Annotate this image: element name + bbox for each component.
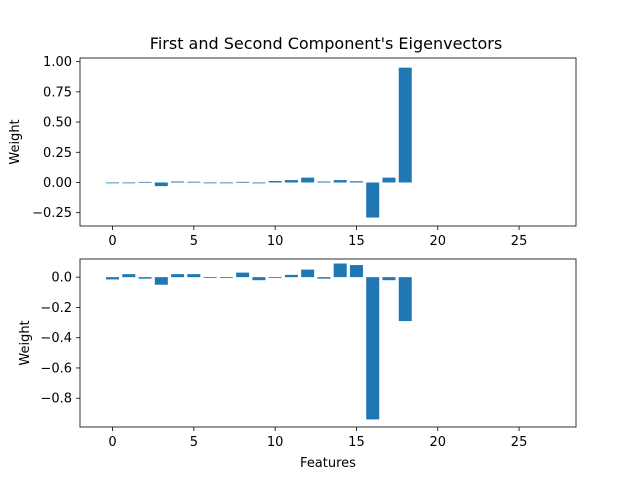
bar-feature-9	[252, 182, 266, 184]
bar-feature-4	[171, 181, 185, 183]
bottom-x-ticks: 0 5 10 15 20 25	[108, 427, 527, 450]
bar-feature-12	[301, 269, 315, 278]
x-tick-label: 10	[267, 435, 284, 450]
top-y-ticks: −0.25 0.00 0.25 0.50 0.75 1.00	[32, 55, 80, 221]
bar-feature-17	[382, 177, 396, 183]
top-subplot: 0 5 10 15 20 25 −0.25 0.00 0.25 0.50 0.75 1.00 Wei…	[8, 55, 577, 249]
y-tick-label: −0.2	[40, 301, 72, 316]
top-y-axis-label: Weight	[8, 119, 23, 164]
x-tick-label: 25	[511, 234, 528, 249]
bar-feature-16	[366, 277, 380, 420]
bar-feature-0	[106, 277, 120, 280]
bar-feature-2	[138, 277, 152, 279]
top-axes-frame	[79, 57, 577, 227]
bar-feature-8	[236, 181, 250, 183]
bar-feature-5	[187, 181, 201, 183]
bar-feature-15	[349, 181, 363, 183]
bottom-bars	[106, 263, 412, 420]
x-tick-label: 10	[267, 234, 284, 249]
bar-feature-13	[317, 181, 331, 183]
bottom-subplot: 0 5 10 15 20 25 −0.8 −0.6 −0.4 −0.2 0.0 Weight Fe…	[18, 258, 577, 471]
bar-feature-12	[301, 177, 315, 183]
bar-feature-3	[154, 182, 168, 187]
bar-feature-0	[106, 182, 120, 184]
x-tick-label: 5	[190, 234, 198, 249]
x-tick-label: 0	[108, 435, 116, 450]
bar-feature-3	[154, 277, 168, 285]
y-tick-label: 0.25	[43, 146, 72, 161]
y-tick-label: 0.75	[43, 85, 72, 100]
x-tick-label: 25	[511, 435, 528, 450]
bottom-x-axis-label: Features	[300, 456, 356, 471]
bar-feature-18	[398, 67, 412, 183]
bar-feature-11	[284, 180, 298, 183]
bar-feature-13	[317, 277, 331, 279]
bar-feature-18	[398, 277, 412, 322]
y-tick-label: 0.0	[51, 271, 72, 286]
bar-feature-7	[219, 277, 233, 278]
bottom-y-ticks: −0.8 −0.6 −0.4 −0.2 0.0	[40, 271, 80, 407]
bottom-axes-frame	[79, 258, 577, 428]
bar-feature-6	[203, 277, 217, 278]
y-tick-label: 1.00	[43, 55, 72, 70]
bar-feature-5	[187, 274, 201, 278]
y-tick-label: −0.25	[32, 206, 72, 221]
bar-feature-7	[219, 182, 233, 184]
bar-feature-14	[333, 263, 347, 278]
bar-feature-4	[171, 274, 185, 278]
x-tick-label: 20	[429, 234, 446, 249]
x-tick-label: 15	[348, 234, 365, 249]
bar-feature-17	[382, 277, 396, 281]
bar-feature-1	[122, 182, 136, 184]
chart-title: First and Second Component's Eigenvector…	[150, 34, 502, 53]
bar-feature-14	[333, 180, 347, 183]
x-tick-label: 0	[108, 234, 116, 249]
x-tick-label: 20	[429, 435, 446, 450]
y-tick-label: −0.4	[40, 331, 72, 346]
x-tick-label: 15	[348, 435, 365, 450]
bar-feature-6	[203, 182, 217, 184]
bar-feature-10	[268, 181, 282, 183]
y-tick-label: 0.50	[43, 116, 72, 131]
bar-feature-1	[122, 274, 136, 278]
y-tick-label: −0.8	[40, 392, 72, 407]
x-tick-label: 5	[190, 435, 198, 450]
top-bars	[106, 67, 412, 218]
top-x-ticks: 0 5 10 15 20 25	[108, 226, 527, 249]
bar-feature-8	[236, 272, 250, 278]
y-tick-label: 0.00	[43, 176, 72, 191]
bar-feature-11	[284, 274, 298, 278]
bar-feature-15	[349, 265, 363, 278]
bar-feature-16	[366, 182, 380, 218]
bar-feature-10	[268, 277, 282, 278]
bar-feature-2	[138, 181, 152, 183]
y-tick-label: −0.6	[40, 361, 72, 376]
bar-feature-9	[252, 277, 266, 281]
bottom-y-axis-label: Weight	[18, 320, 33, 365]
